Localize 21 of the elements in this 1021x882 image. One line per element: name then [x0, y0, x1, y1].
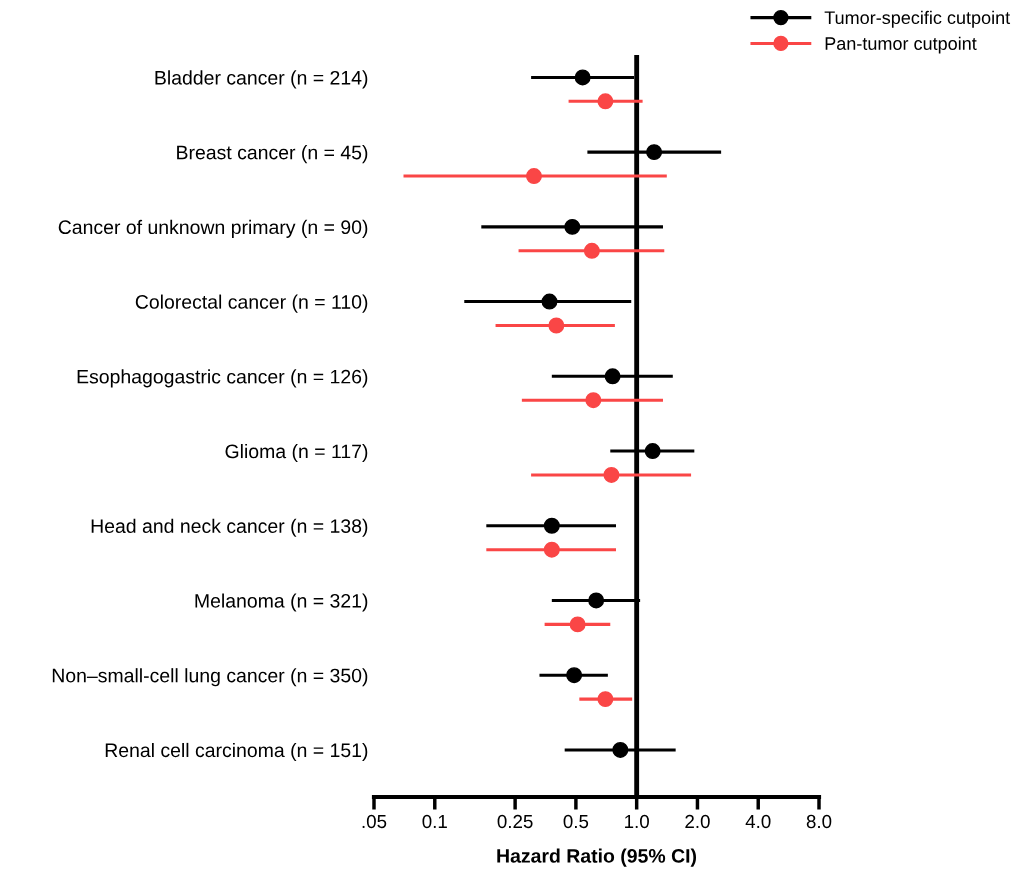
legend-label: Pan-tumor cutpoint — [825, 36, 977, 54]
y-tick-label: Non–small-cell lung cancer (n = 350) — [52, 668, 368, 687]
x-axis-title: Hazard Ratio (95% CI) — [497, 848, 697, 867]
y-tick-label: Head and neck cancer (n = 138) — [91, 518, 368, 537]
y-tick-label: Glioma (n = 117) — [225, 443, 368, 463]
legend-label: Tumor-specific cutpoint — [824, 10, 1011, 28]
y-tick-label: Cancer of unknown primary (n = 90) — [58, 219, 368, 238]
y-tick-label: Esophagogastric cancer (n = 126) — [77, 369, 368, 388]
y-tick-label: Breast cancer (n = 45) — [177, 145, 368, 164]
y-tick-label: Colorectal cancer (n = 110) — [135, 294, 368, 313]
x-tick-label: 1.0 — [625, 814, 649, 829]
x-tick-label: 2.0 — [685, 814, 710, 829]
y-tick-label: Renal cell carcinoma (n = 151) — [105, 742, 368, 761]
x-tick-label: 0.5 — [563, 814, 589, 829]
y-tick-label: Bladder cancer (n = 214) — [155, 70, 368, 89]
x-tick-label: .05 — [362, 814, 387, 829]
x-tick-label: 0.1 — [422, 814, 447, 829]
y-tick-label: Melanoma (n = 321) — [195, 593, 368, 612]
x-tick-label: 0.25 — [497, 814, 533, 829]
x-tick-label: 4.0 — [745, 814, 771, 829]
x-tick-label: 8.0 — [806, 814, 832, 829]
